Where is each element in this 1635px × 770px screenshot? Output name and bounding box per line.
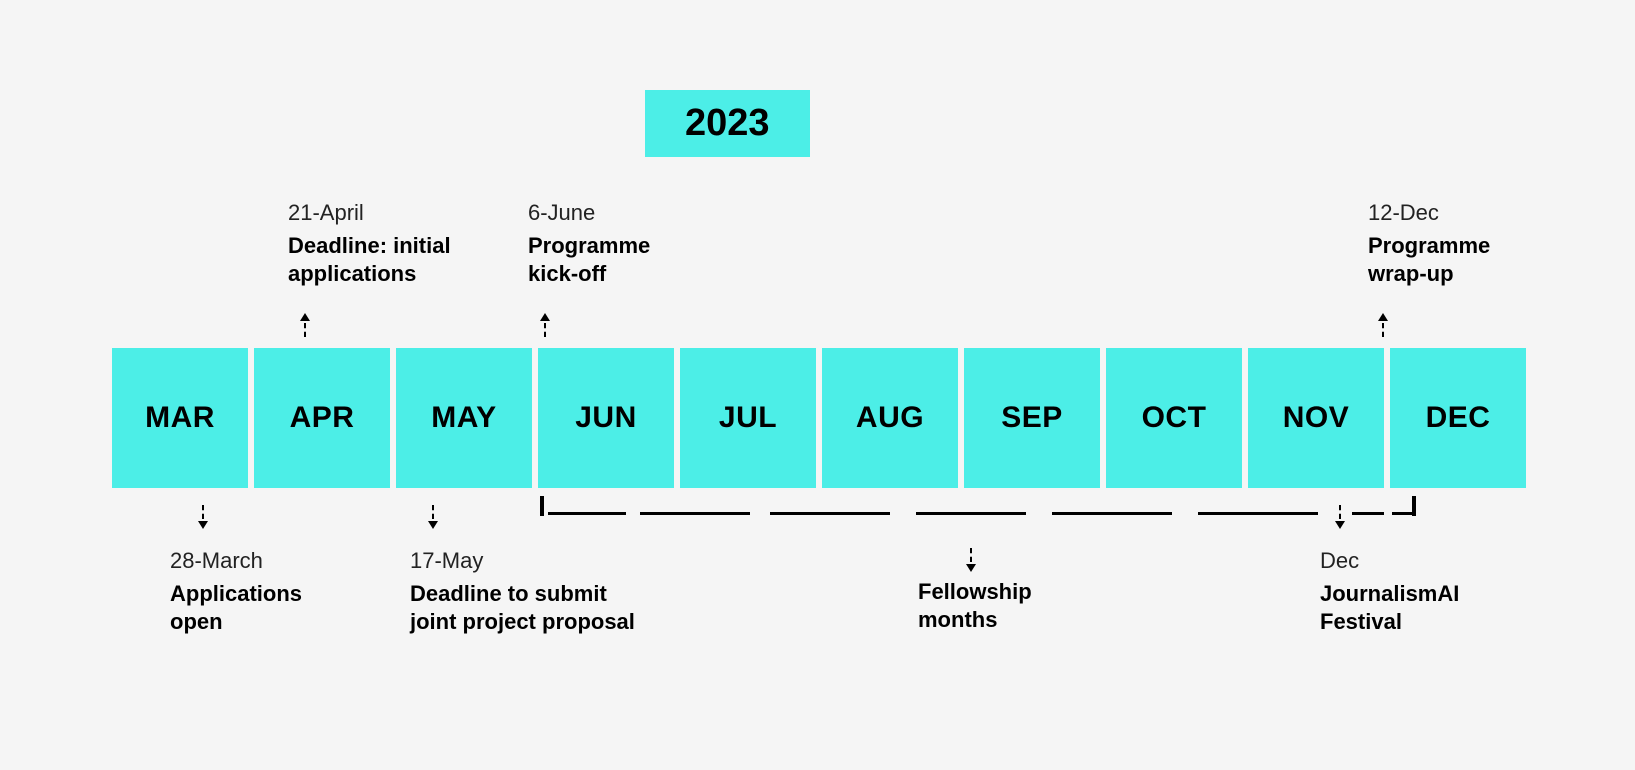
- annotation-label: Deadline to submitjoint project proposal: [410, 580, 635, 635]
- annotation-date: 21-April: [288, 200, 451, 226]
- arrow-down-icon: [966, 548, 976, 572]
- month-cell: MAR: [112, 348, 248, 488]
- arrow-down-icon: [1335, 505, 1345, 529]
- annotation-date: 6-June: [528, 200, 650, 226]
- arrow-up-icon: [540, 313, 550, 337]
- annotation-label: Programmewrap-up: [1368, 232, 1490, 287]
- annotation-apps-open: 28-March Applicationsopen: [170, 548, 302, 635]
- month-cell: DEC: [1390, 348, 1526, 488]
- timeline: MARAPRMAYJUNJULAUGSEPOCTNOVDEC: [112, 348, 1526, 488]
- annotation-label: Fellowshipmonths: [918, 578, 1032, 633]
- month-cell: OCT: [1106, 348, 1242, 488]
- annotation-date: 12-Dec: [1368, 200, 1490, 226]
- month-cell: SEP: [964, 348, 1100, 488]
- annotation-date: 17-May: [410, 548, 635, 574]
- annotation-kickoff: 6-June Programmekick-off: [528, 200, 650, 287]
- month-cell: AUG: [822, 348, 958, 488]
- month-cell: APR: [254, 348, 390, 488]
- arrow-up-icon: [1378, 313, 1388, 337]
- annotation-label: Applicationsopen: [170, 580, 302, 635]
- annotation-label: Deadline: initialapplications: [288, 232, 451, 287]
- annotation-festival: Dec JournalismAIFestival: [1320, 548, 1459, 635]
- annotation-deadline-initial: 21-April Deadline: initialapplications: [288, 200, 451, 287]
- month-cell: NOV: [1248, 348, 1384, 488]
- annotation-label: JournalismAIFestival: [1320, 580, 1459, 635]
- arrow-up-icon: [300, 313, 310, 337]
- annotation-fellowship-months: Fellowshipmonths: [918, 578, 1032, 633]
- month-cell: MAY: [396, 348, 532, 488]
- year-badge: 2023: [645, 90, 810, 157]
- annotation-date: 28-March: [170, 548, 302, 574]
- month-cell: JUL: [680, 348, 816, 488]
- annotation-date: Dec: [1320, 548, 1459, 574]
- annotation-label: Programmekick-off: [528, 232, 650, 287]
- annotation-joint-proposal: 17-May Deadline to submitjoint project p…: [410, 548, 635, 635]
- arrow-down-icon: [198, 505, 208, 529]
- arrow-down-icon: [428, 505, 438, 529]
- month-cell: JUN: [538, 348, 674, 488]
- annotation-wrapup: 12-Dec Programmewrap-up: [1368, 200, 1490, 287]
